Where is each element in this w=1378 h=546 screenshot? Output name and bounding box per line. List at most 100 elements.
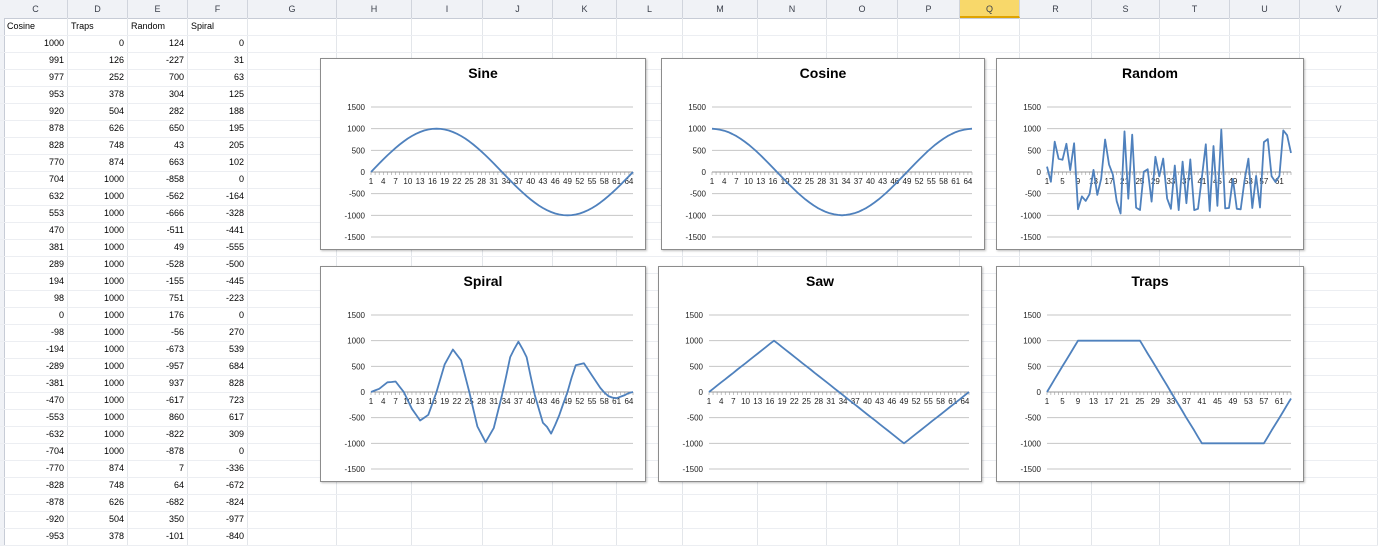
column-header-e[interactable]: E	[128, 0, 188, 18]
table-cell[interactable]: -511	[166, 225, 184, 235]
column-header-r[interactable]: R	[1020, 0, 1092, 18]
table-header-cell[interactable]: Traps	[71, 21, 94, 31]
table-cell[interactable]: 920	[48, 106, 64, 116]
table-cell[interactable]: 309	[228, 429, 244, 439]
column-header-k[interactable]: K	[553, 0, 617, 18]
table-cell[interactable]: 1000	[103, 378, 124, 388]
table-cell[interactable]: 1000	[103, 395, 124, 405]
table-header-cell[interactable]: Spiral	[191, 21, 215, 31]
table-cell[interactable]: 282	[168, 106, 184, 116]
table-cell[interactable]: 828	[228, 378, 244, 388]
table-cell[interactable]: -164	[225, 191, 244, 201]
table-cell[interactable]: 828	[48, 140, 64, 150]
chart-spiral[interactable]: Spiral 1500 1000 500 0 -500 -1000 -1500 1 4 7 10 13 1…	[320, 266, 646, 482]
table-cell[interactable]: 1000	[103, 259, 124, 269]
table-cell[interactable]: -840	[225, 531, 244, 541]
table-cell[interactable]: 304	[168, 89, 184, 99]
table-cell[interactable]: 0	[58, 310, 64, 320]
chart-cosine[interactable]: Cosine 1500 1000 500 0 -500 -1000 -1500 1 4 7 10 13 1…	[661, 58, 985, 250]
table-cell[interactable]: 626	[108, 497, 124, 507]
table-cell[interactable]: 700	[168, 72, 184, 82]
table-cell[interactable]: -223	[225, 293, 244, 303]
table-cell[interactable]: -632	[45, 429, 64, 439]
table-cell[interactable]: 124	[168, 38, 184, 48]
column-header-i[interactable]: I	[412, 0, 483, 18]
table-cell[interactable]: -470	[45, 395, 64, 405]
table-cell[interactable]: -666	[165, 208, 184, 218]
table-cell[interactable]: -977	[225, 514, 244, 524]
table-cell[interactable]: 770	[48, 157, 64, 167]
table-cell[interactable]: -672	[225, 480, 244, 490]
column-header-v[interactable]: V	[1300, 0, 1378, 18]
table-cell[interactable]: -101	[165, 531, 184, 541]
table-cell[interactable]: 49	[173, 242, 184, 252]
table-cell[interactable]: -553	[45, 412, 64, 422]
table-cell[interactable]: 748	[108, 140, 124, 150]
table-cell[interactable]: -555	[225, 242, 244, 252]
column-header-q[interactable]: Q	[960, 0, 1020, 18]
table-cell[interactable]: -828	[45, 480, 64, 490]
table-header-cell[interactable]: Random	[131, 21, 166, 31]
table-cell[interactable]: 874	[108, 157, 124, 167]
table-cell[interactable]: 0	[238, 38, 244, 48]
chart-random[interactable]: Random 1500 1000 500 0 -500 -1000 -1500 1 5 9 13 17 2…	[996, 58, 1304, 250]
table-cell[interactable]: 0	[238, 174, 244, 184]
column-header-s[interactable]: S	[1092, 0, 1160, 18]
table-cell[interactable]: 470	[48, 225, 64, 235]
table-cell[interactable]: 7	[178, 463, 184, 473]
table-cell[interactable]: 31	[233, 55, 244, 65]
table-cell[interactable]: 102	[228, 157, 244, 167]
table-cell[interactable]: -682	[165, 497, 184, 507]
table-cell[interactable]: 704	[48, 174, 64, 184]
table-cell[interactable]: 1000	[103, 191, 124, 201]
table-cell[interactable]: 860	[168, 412, 184, 422]
table-cell[interactable]: 64	[173, 480, 184, 490]
table-cell[interactable]: 553	[48, 208, 64, 218]
column-header-n[interactable]: N	[758, 0, 827, 18]
table-cell[interactable]: -441	[225, 225, 244, 235]
table-cell[interactable]: 953	[48, 89, 64, 99]
table-cell[interactable]: -227	[165, 55, 184, 65]
column-header-m[interactable]: M	[683, 0, 758, 18]
table-cell[interactable]: 617	[228, 412, 244, 422]
table-cell[interactable]: 1000	[103, 310, 124, 320]
table-cell[interactable]: -858	[165, 174, 184, 184]
table-cell[interactable]: -673	[165, 344, 184, 354]
table-cell[interactable]: 632	[48, 191, 64, 201]
table-cell[interactable]: 289	[48, 259, 64, 269]
table-cell[interactable]: 1000	[103, 225, 124, 235]
column-header-p[interactable]: P	[898, 0, 960, 18]
column-header-c[interactable]: C	[4, 0, 68, 18]
table-cell[interactable]: -878	[45, 497, 64, 507]
table-cell[interactable]: 43	[173, 140, 184, 150]
table-cell[interactable]: -56	[170, 327, 184, 337]
table-cell[interactable]: 381	[48, 242, 64, 252]
table-cell[interactable]: 1000	[103, 208, 124, 218]
table-cell[interactable]: -562	[165, 191, 184, 201]
table-cell[interactable]: 539	[228, 344, 244, 354]
column-header-f[interactable]: F	[188, 0, 248, 18]
table-cell[interactable]: 270	[228, 327, 244, 337]
table-cell[interactable]: 98	[53, 293, 64, 303]
table-cell[interactable]: 1000	[43, 38, 64, 48]
chart-traps[interactable]: Traps 1500 1000 500 0 -500 -1000 -1500 1 5 9 13 17 21…	[996, 266, 1304, 482]
table-cell[interactable]: 126	[108, 55, 124, 65]
table-cell[interactable]: 878	[48, 123, 64, 133]
table-header-cell[interactable]: Cosine	[7, 21, 36, 31]
chart-saw[interactable]: Saw 1500 1000 500 0 -500 -1000 -1500 1 4 7 10 13 16 19…	[658, 266, 982, 482]
table-cell[interactable]: -824	[225, 497, 244, 507]
table-cell[interactable]: 684	[228, 361, 244, 371]
column-header-h[interactable]: H	[337, 0, 412, 18]
table-cell[interactable]: 378	[108, 531, 124, 541]
column-header-j[interactable]: J	[483, 0, 553, 18]
table-cell[interactable]: 748	[108, 480, 124, 490]
table-cell[interactable]: -704	[45, 446, 64, 456]
table-cell[interactable]: -822	[165, 429, 184, 439]
table-cell[interactable]: 991	[48, 55, 64, 65]
table-cell[interactable]: 723	[228, 395, 244, 405]
table-cell[interactable]: 1000	[103, 446, 124, 456]
column-header-g[interactable]: G	[248, 0, 337, 18]
column-header-u[interactable]: U	[1230, 0, 1300, 18]
table-cell[interactable]: 195	[228, 123, 244, 133]
table-cell[interactable]: 751	[168, 293, 184, 303]
